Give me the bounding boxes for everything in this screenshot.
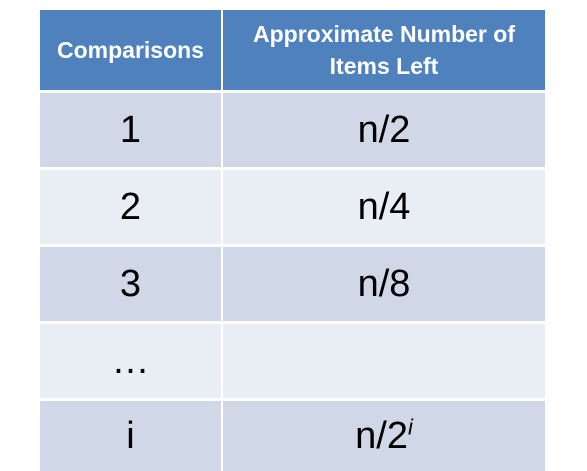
cell-comparisons: 2	[40, 169, 222, 246]
cell-items-left: n/2i	[222, 400, 545, 471]
table-row: …	[40, 323, 545, 400]
table-row: 3 n/8	[40, 246, 545, 323]
table-row: 2 n/4	[40, 169, 545, 246]
table-row: i n/2i	[40, 400, 545, 471]
items-left-exponent: i	[408, 414, 413, 439]
cell-items-left: n/2	[222, 92, 545, 169]
comparison-table-container: Comparisons Approximate Number of Items …	[40, 10, 545, 471]
cell-items-left: n/4	[222, 169, 545, 246]
cell-comparisons: i	[40, 400, 222, 471]
header-items-left: Approximate Number of Items Left	[222, 10, 545, 92]
table-row: 1 n/2	[40, 92, 545, 169]
comparison-table: Comparisons Approximate Number of Items …	[40, 10, 545, 471]
cell-items-left: n/8	[222, 246, 545, 323]
table-header-row: Comparisons Approximate Number of Items …	[40, 10, 545, 92]
cell-comparisons: …	[40, 323, 222, 400]
items-left-base: n/2	[355, 415, 408, 457]
cell-items-left	[222, 323, 545, 400]
cell-comparisons: 3	[40, 246, 222, 323]
header-comparisons: Comparisons	[40, 10, 222, 92]
cell-comparisons: 1	[40, 92, 222, 169]
